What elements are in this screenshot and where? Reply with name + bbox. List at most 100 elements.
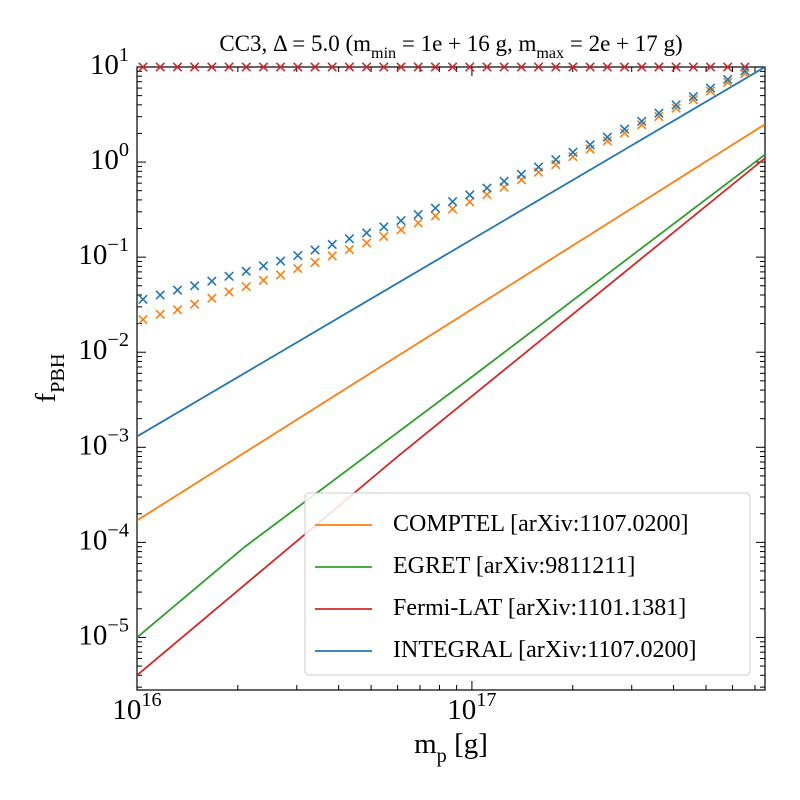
cross-marker: [310, 62, 320, 72]
cross-marker: [344, 62, 355, 72]
series-line: [137, 157, 765, 676]
x-tick-label: 1016: [112, 689, 161, 726]
cross-marker: [224, 271, 234, 281]
y-axis-label: fPBH: [30, 353, 69, 402]
cross-marker: [499, 62, 509, 72]
cross-marker: [740, 68, 750, 79]
legend-label: Fermi-LAT [arXiv:1101.1381]: [393, 595, 686, 621]
cross-marker: [482, 62, 492, 72]
series-line: [137, 67, 765, 438]
cross-marker: [327, 251, 337, 261]
cross-marker: [636, 116, 647, 126]
cross-marker: [619, 128, 630, 138]
cross-marker: [155, 309, 165, 320]
cross-marker: [258, 261, 269, 271]
cross-marker: [705, 62, 716, 72]
cross-marker: [275, 62, 286, 72]
cross-marker: [447, 204, 458, 214]
y-tick-label: 10−1: [78, 234, 129, 271]
cross-marker: [722, 74, 733, 85]
cross-marker: [207, 276, 217, 286]
cross-marker: [258, 62, 269, 72]
cross-marker: [602, 136, 613, 146]
y-tick-label: 100: [90, 139, 129, 176]
cross-marker: [430, 62, 441, 72]
legend-label: INTEGRAL [arXiv:1107.0200]: [393, 637, 697, 663]
cross-marker: [705, 86, 716, 96]
cross-marker: [671, 62, 681, 72]
cross-marker: [379, 231, 389, 242]
cross-marker: [413, 218, 423, 228]
cross-marker: [241, 62, 251, 72]
cross-marker: [310, 245, 320, 255]
cross-marker: [654, 108, 664, 118]
cross-marker: [688, 94, 699, 105]
series-line: [137, 123, 765, 522]
cross-marker: [207, 293, 217, 303]
cross-marker: [275, 270, 286, 280]
cross-marker: [585, 140, 595, 150]
cross-marker: [568, 147, 578, 157]
cross-marker: [275, 256, 286, 266]
cross-marker: [396, 62, 406, 72]
cross-marker: [533, 62, 544, 72]
cross-marker: [172, 62, 183, 72]
cross-marker: [585, 144, 595, 154]
cross-marker: [602, 62, 613, 72]
y-tick-label: 10−5: [78, 614, 129, 651]
plot-area: [137, 67, 765, 676]
cross-marker: [172, 304, 183, 315]
legend-label: EGRET [arXiv:9811211]: [393, 553, 635, 579]
x-tick-label: 1017: [447, 689, 496, 726]
cross-marker: [361, 62, 372, 72]
cross-marker: [551, 154, 561, 165]
cross-marker: [155, 290, 165, 300]
cross-marker: [568, 62, 578, 72]
cross-marker: [344, 244, 355, 255]
cross-marker: [310, 257, 320, 268]
cross-marker: [654, 62, 664, 72]
cross-marker: [207, 62, 217, 72]
cross-marker: [293, 62, 303, 72]
cross-marker: [722, 62, 733, 72]
cross-marker: [551, 62, 561, 72]
cross-marker: [430, 203, 441, 213]
cross-marker: [379, 62, 389, 72]
cross-marker: [568, 151, 578, 162]
cross-marker: [172, 285, 183, 295]
cross-marker: [602, 132, 613, 142]
cross-marker: [258, 275, 269, 286]
cross-marker: [533, 162, 544, 172]
cross-marker: [293, 263, 303, 274]
plot-frame: [136, 66, 766, 691]
cross-marker: [585, 62, 595, 72]
cross-marker: [516, 169, 527, 179]
y-tick-label: 10−4: [78, 519, 129, 556]
cross-marker: [671, 103, 681, 113]
cross-marker: [465, 197, 475, 207]
cross-marker: [619, 124, 630, 134]
cross-marker: [327, 239, 337, 250]
cross-marker: [499, 176, 509, 186]
cross-marker: [138, 62, 148, 72]
y-tick-label: 10−2: [78, 329, 129, 366]
cross-marker: [224, 287, 234, 297]
cross-marker: [138, 294, 148, 305]
cross-marker: [740, 66, 750, 76]
cross-marker: [396, 215, 406, 226]
cross-marker: [189, 62, 200, 72]
cross-marker: [241, 266, 251, 277]
cross-marker: [413, 209, 423, 220]
cross-marker: [155, 62, 165, 72]
cross-marker: [654, 111, 664, 122]
cross-marker: [688, 91, 699, 102]
cross-marker: [241, 281, 251, 292]
cross-marker: [482, 183, 492, 193]
cross-marker: [636, 119, 647, 130]
cross-marker: [396, 225, 406, 235]
cross-marker: [224, 62, 234, 72]
cross-marker: [189, 281, 200, 291]
cross-marker: [465, 62, 475, 72]
cross-marker: [293, 250, 303, 261]
